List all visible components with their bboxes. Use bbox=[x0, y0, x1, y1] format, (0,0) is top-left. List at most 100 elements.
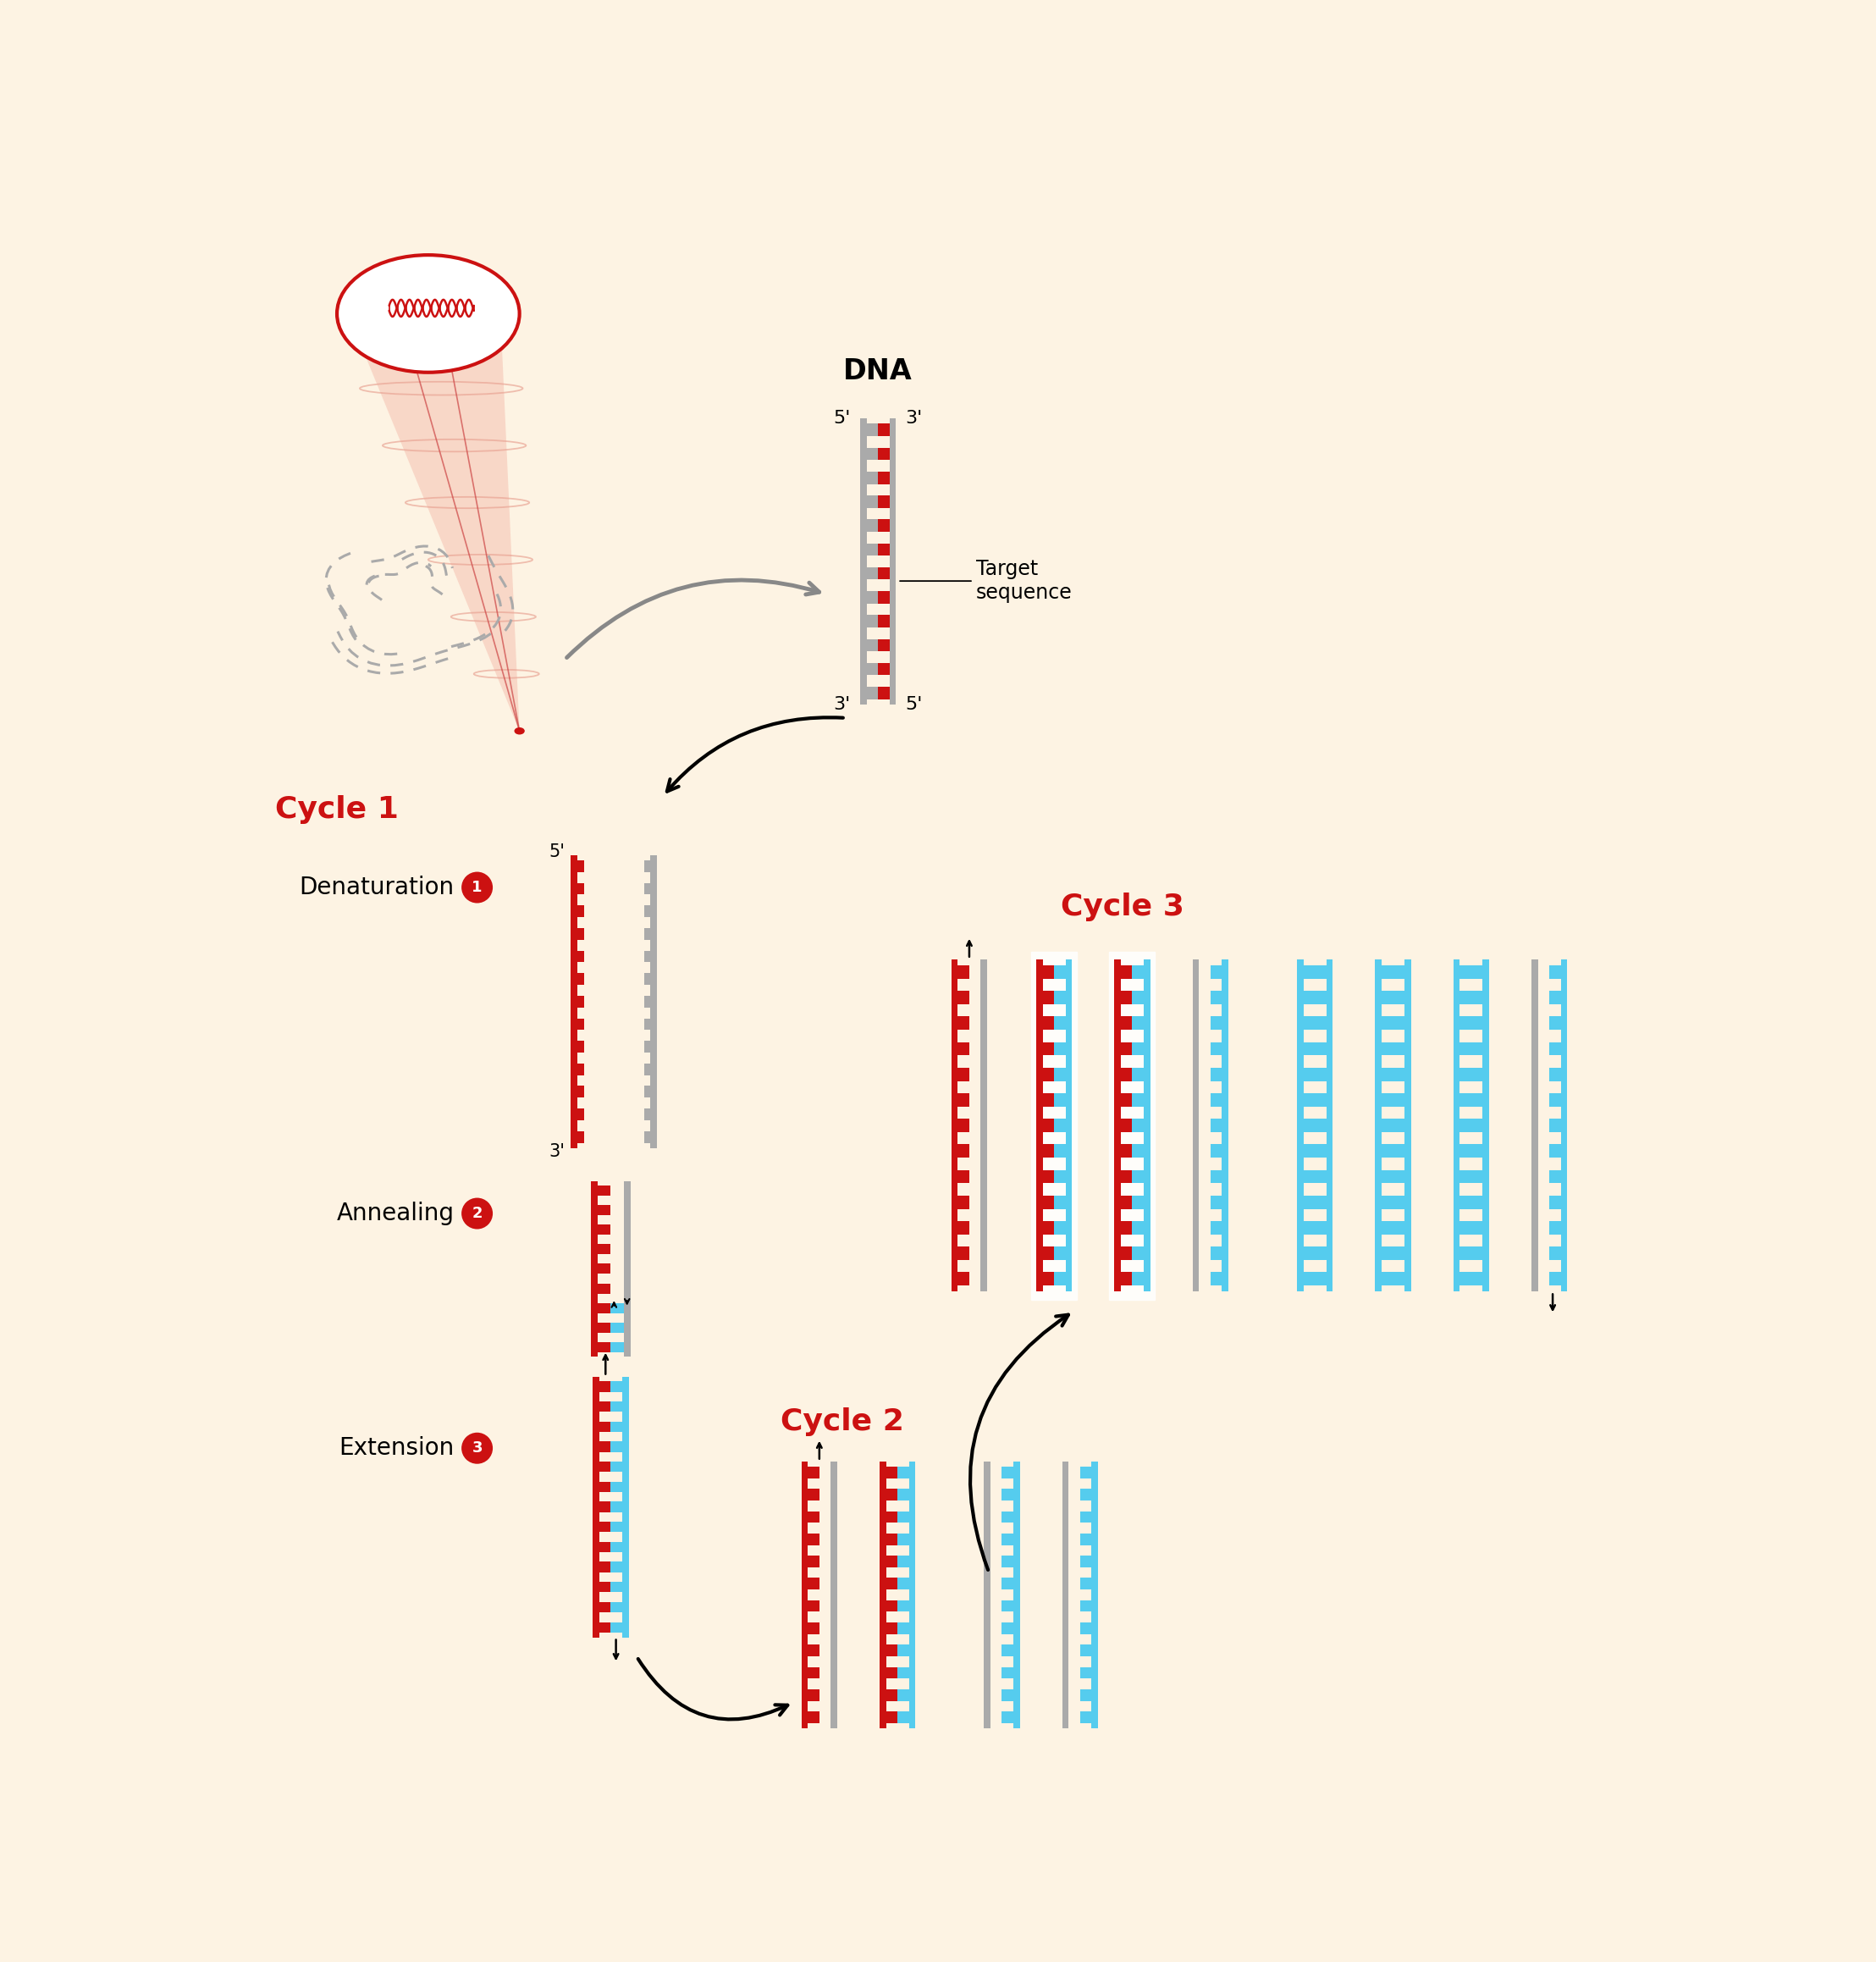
Bar bbox=[1315, 1246, 1326, 1260]
Bar bbox=[570, 855, 578, 1148]
Bar bbox=[897, 1623, 910, 1634]
Bar bbox=[1081, 1577, 1092, 1589]
Bar bbox=[1304, 1144, 1315, 1158]
Bar bbox=[1043, 1271, 1054, 1285]
Bar bbox=[1199, 1169, 1210, 1183]
Bar bbox=[1482, 959, 1490, 1291]
Text: 5': 5' bbox=[833, 410, 850, 426]
Bar bbox=[1054, 965, 1066, 979]
Bar bbox=[1381, 965, 1394, 979]
Bar bbox=[885, 1601, 897, 1613]
Bar bbox=[885, 1466, 897, 1477]
Bar bbox=[991, 1689, 1002, 1701]
Bar bbox=[1199, 1220, 1210, 1234]
Bar bbox=[1471, 1067, 1482, 1081]
Bar bbox=[1538, 1220, 1550, 1234]
Bar bbox=[1002, 1511, 1013, 1523]
Bar bbox=[1199, 991, 1210, 1005]
Bar bbox=[878, 640, 889, 651]
Bar bbox=[1381, 1118, 1394, 1132]
Bar bbox=[1199, 1042, 1210, 1056]
Bar bbox=[1069, 1711, 1081, 1723]
Text: Cycle 3: Cycle 3 bbox=[1060, 893, 1184, 922]
Bar bbox=[1081, 1689, 1092, 1701]
Bar bbox=[1036, 959, 1043, 1291]
Bar bbox=[1054, 1271, 1066, 1285]
Bar bbox=[1002, 1534, 1013, 1544]
Bar bbox=[1013, 1462, 1021, 1729]
Bar bbox=[598, 1562, 612, 1572]
Bar bbox=[612, 1283, 625, 1293]
Bar bbox=[1304, 1195, 1315, 1209]
Bar bbox=[612, 1562, 623, 1572]
Bar bbox=[897, 1534, 910, 1544]
Bar bbox=[598, 1264, 612, 1273]
Bar bbox=[970, 1016, 981, 1030]
Bar bbox=[1460, 1246, 1471, 1260]
FancyArrowPatch shape bbox=[638, 1658, 788, 1719]
Text: Cycle 2: Cycle 2 bbox=[780, 1407, 904, 1436]
Bar bbox=[991, 1534, 1002, 1544]
FancyBboxPatch shape bbox=[1032, 952, 1077, 1299]
Bar bbox=[1054, 1118, 1066, 1132]
Bar bbox=[612, 1481, 623, 1491]
Bar bbox=[1405, 959, 1411, 1291]
Bar bbox=[867, 496, 878, 508]
Bar bbox=[878, 424, 889, 436]
Bar bbox=[809, 1466, 820, 1477]
Bar bbox=[959, 1195, 970, 1209]
Bar bbox=[959, 1093, 970, 1107]
Bar bbox=[570, 859, 583, 871]
Bar bbox=[1550, 1093, 1561, 1107]
Bar bbox=[1394, 1016, 1405, 1030]
Bar bbox=[1315, 1220, 1326, 1234]
Bar bbox=[991, 1601, 1002, 1613]
Bar bbox=[570, 1063, 583, 1075]
Bar bbox=[1381, 1220, 1394, 1234]
Bar bbox=[612, 1322, 625, 1332]
Bar bbox=[897, 1489, 910, 1501]
Bar bbox=[1381, 991, 1394, 1005]
Bar bbox=[570, 995, 583, 1007]
Bar bbox=[1394, 1246, 1405, 1260]
Text: Cycle 1: Cycle 1 bbox=[276, 795, 398, 824]
Bar bbox=[809, 1534, 820, 1544]
Bar bbox=[643, 859, 657, 871]
Bar bbox=[570, 1040, 583, 1052]
Bar bbox=[1120, 1067, 1133, 1081]
Bar bbox=[1394, 1220, 1405, 1234]
Bar bbox=[1471, 991, 1482, 1005]
Bar bbox=[1002, 1577, 1013, 1589]
Bar bbox=[878, 471, 889, 485]
Bar bbox=[1081, 1466, 1092, 1477]
Bar bbox=[885, 1644, 897, 1656]
Bar bbox=[1069, 1668, 1081, 1679]
Bar bbox=[598, 1283, 612, 1293]
Bar bbox=[1315, 1118, 1326, 1132]
Bar bbox=[625, 1181, 630, 1358]
Bar bbox=[1221, 959, 1229, 1291]
Text: 5': 5' bbox=[906, 697, 923, 714]
Bar bbox=[1394, 1144, 1405, 1158]
Bar bbox=[612, 1623, 623, 1632]
Bar bbox=[1460, 1169, 1471, 1183]
Bar bbox=[809, 1644, 820, 1656]
Bar bbox=[1120, 1220, 1133, 1234]
Bar bbox=[1210, 1067, 1221, 1081]
Bar bbox=[1120, 991, 1133, 1005]
Bar bbox=[1081, 1623, 1092, 1634]
Bar bbox=[1199, 1093, 1210, 1107]
Bar bbox=[878, 663, 889, 675]
Circle shape bbox=[461, 1432, 493, 1464]
Bar bbox=[1531, 959, 1538, 1291]
Bar bbox=[1304, 991, 1315, 1005]
Bar bbox=[1210, 1271, 1221, 1285]
Bar bbox=[1081, 1644, 1092, 1656]
Bar bbox=[1133, 1169, 1144, 1183]
Bar bbox=[1002, 1623, 1013, 1634]
Bar bbox=[1043, 1144, 1054, 1158]
Text: DNA: DNA bbox=[844, 357, 912, 385]
Bar bbox=[1210, 1016, 1221, 1030]
Bar bbox=[1454, 959, 1460, 1291]
Bar bbox=[897, 1556, 910, 1568]
